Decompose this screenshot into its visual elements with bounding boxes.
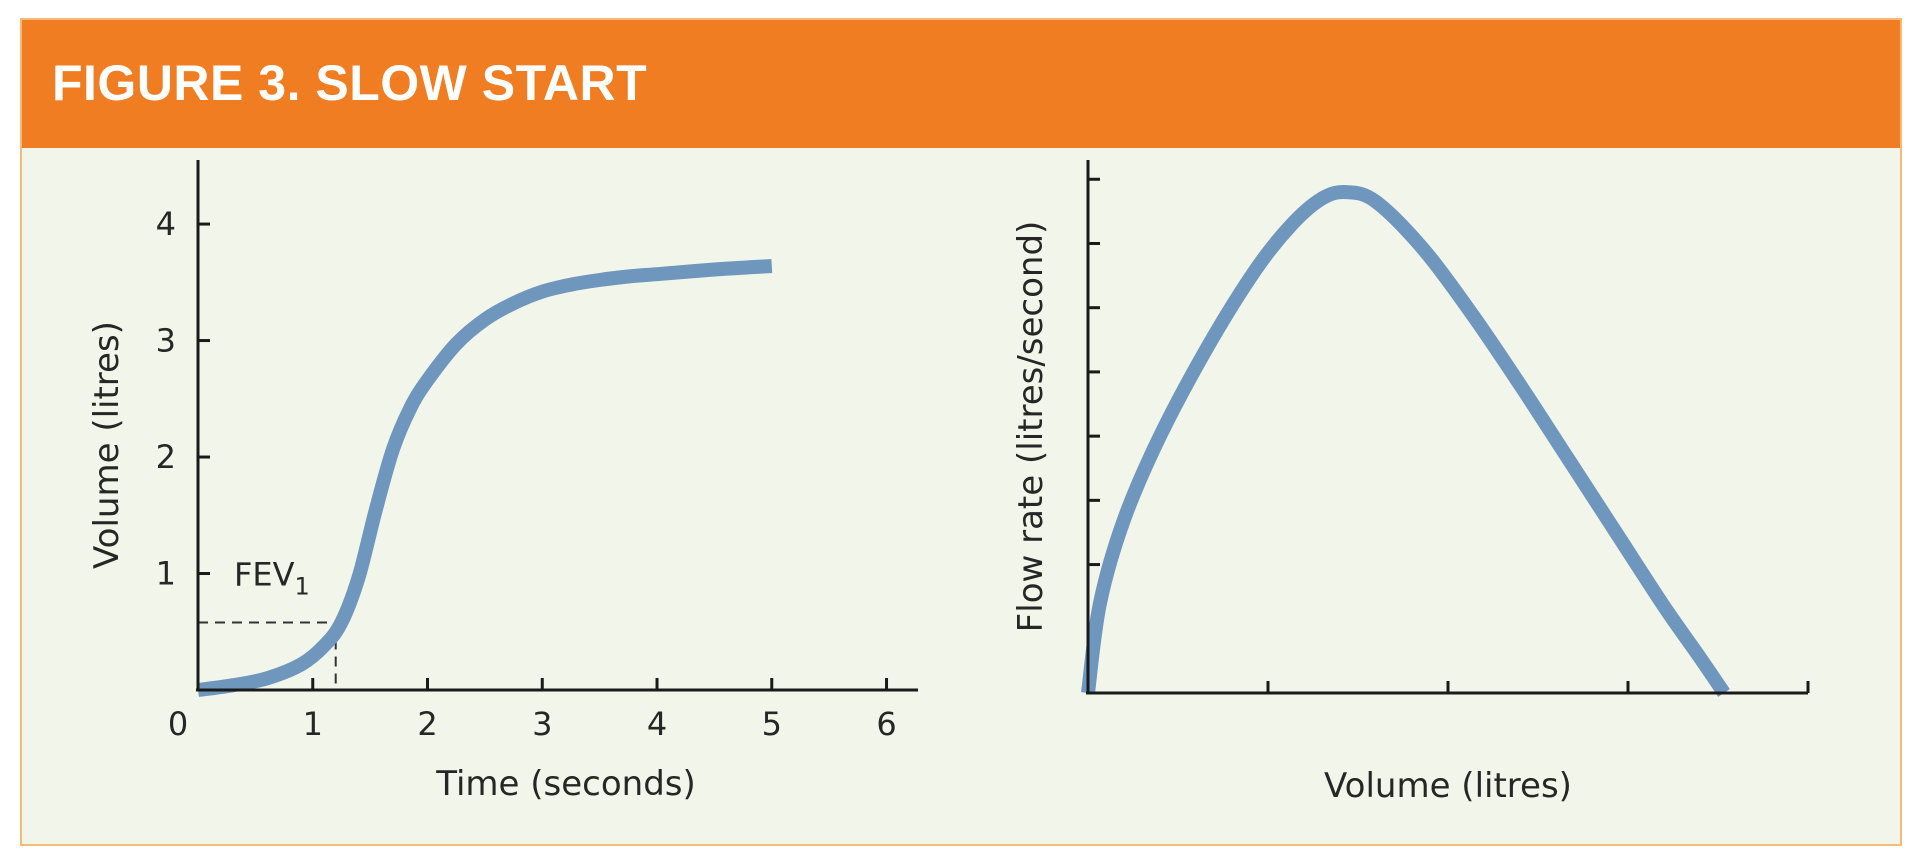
fev1-annotation-subscript: 1: [295, 573, 310, 601]
flow-volume-x-ticks: [1266, 681, 1810, 693]
x-tick: 0: [168, 705, 188, 743]
x-tick: 2: [417, 678, 438, 743]
volume-time-x-axis-label: Time (seconds): [435, 764, 696, 804]
x-tick: 6: [876, 678, 897, 743]
flow-volume-chart: Volume (litres) Flow rate (litres/second…: [1011, 160, 1810, 806]
y-tick: 3: [156, 322, 210, 360]
figure-title: FIGURE 3. SLOW START: [52, 55, 648, 111]
y-tick: 4: [156, 205, 210, 243]
fev1-annotation-label: FEV: [234, 556, 295, 594]
volume-time-chart: 0 1 2 3 4 5 6 1 2 3 4 Time (seconds) Volume (litr…: [87, 160, 918, 804]
x-tick-label: 4: [647, 705, 667, 743]
y-tick: 2: [156, 438, 210, 476]
x-tick-label: 6: [876, 705, 896, 743]
flow-volume-curve: [1081, 185, 1730, 697]
x-tick-label: 0: [168, 705, 188, 743]
x-tick-label: 2: [417, 705, 437, 743]
volume-time-y-ticks: 1 2 3 4: [156, 205, 210, 593]
x-tick: 4: [647, 678, 667, 743]
volume-time-y-axis-label: Volume (litres): [87, 321, 127, 569]
volume-time-x-ticks: 0 1 2 3 4 5 6: [168, 678, 897, 743]
x-tick-label: 1: [303, 705, 323, 743]
fev1-annotation: FEV1: [234, 556, 310, 601]
x-tick: 3: [532, 678, 552, 743]
x-tick: 5: [762, 678, 782, 743]
x-tick: 1: [303, 678, 323, 743]
x-tick-label: 3: [532, 705, 552, 743]
volume-time-guides: [198, 621, 337, 690]
figure-banner: FIGURE 3. SLOW START: [22, 20, 1900, 148]
x-tick-label: 5: [762, 705, 782, 743]
flow-volume-x-axis-label: Volume (litres): [1324, 766, 1572, 806]
flow-volume-y-ticks: [1088, 177, 1100, 631]
flow-volume-y-axis-label: Flow rate (litres/second): [1011, 221, 1051, 633]
y-tick-label: 1: [156, 555, 176, 593]
y-tick: 1: [156, 555, 210, 593]
figure-panel: FIGURE 3. SLOW START: [20, 18, 1902, 846]
y-tick-label: 2: [156, 438, 176, 476]
volume-time-curve: [197, 259, 773, 697]
y-tick-label: 4: [156, 205, 176, 243]
y-tick-label: 3: [156, 322, 176, 360]
